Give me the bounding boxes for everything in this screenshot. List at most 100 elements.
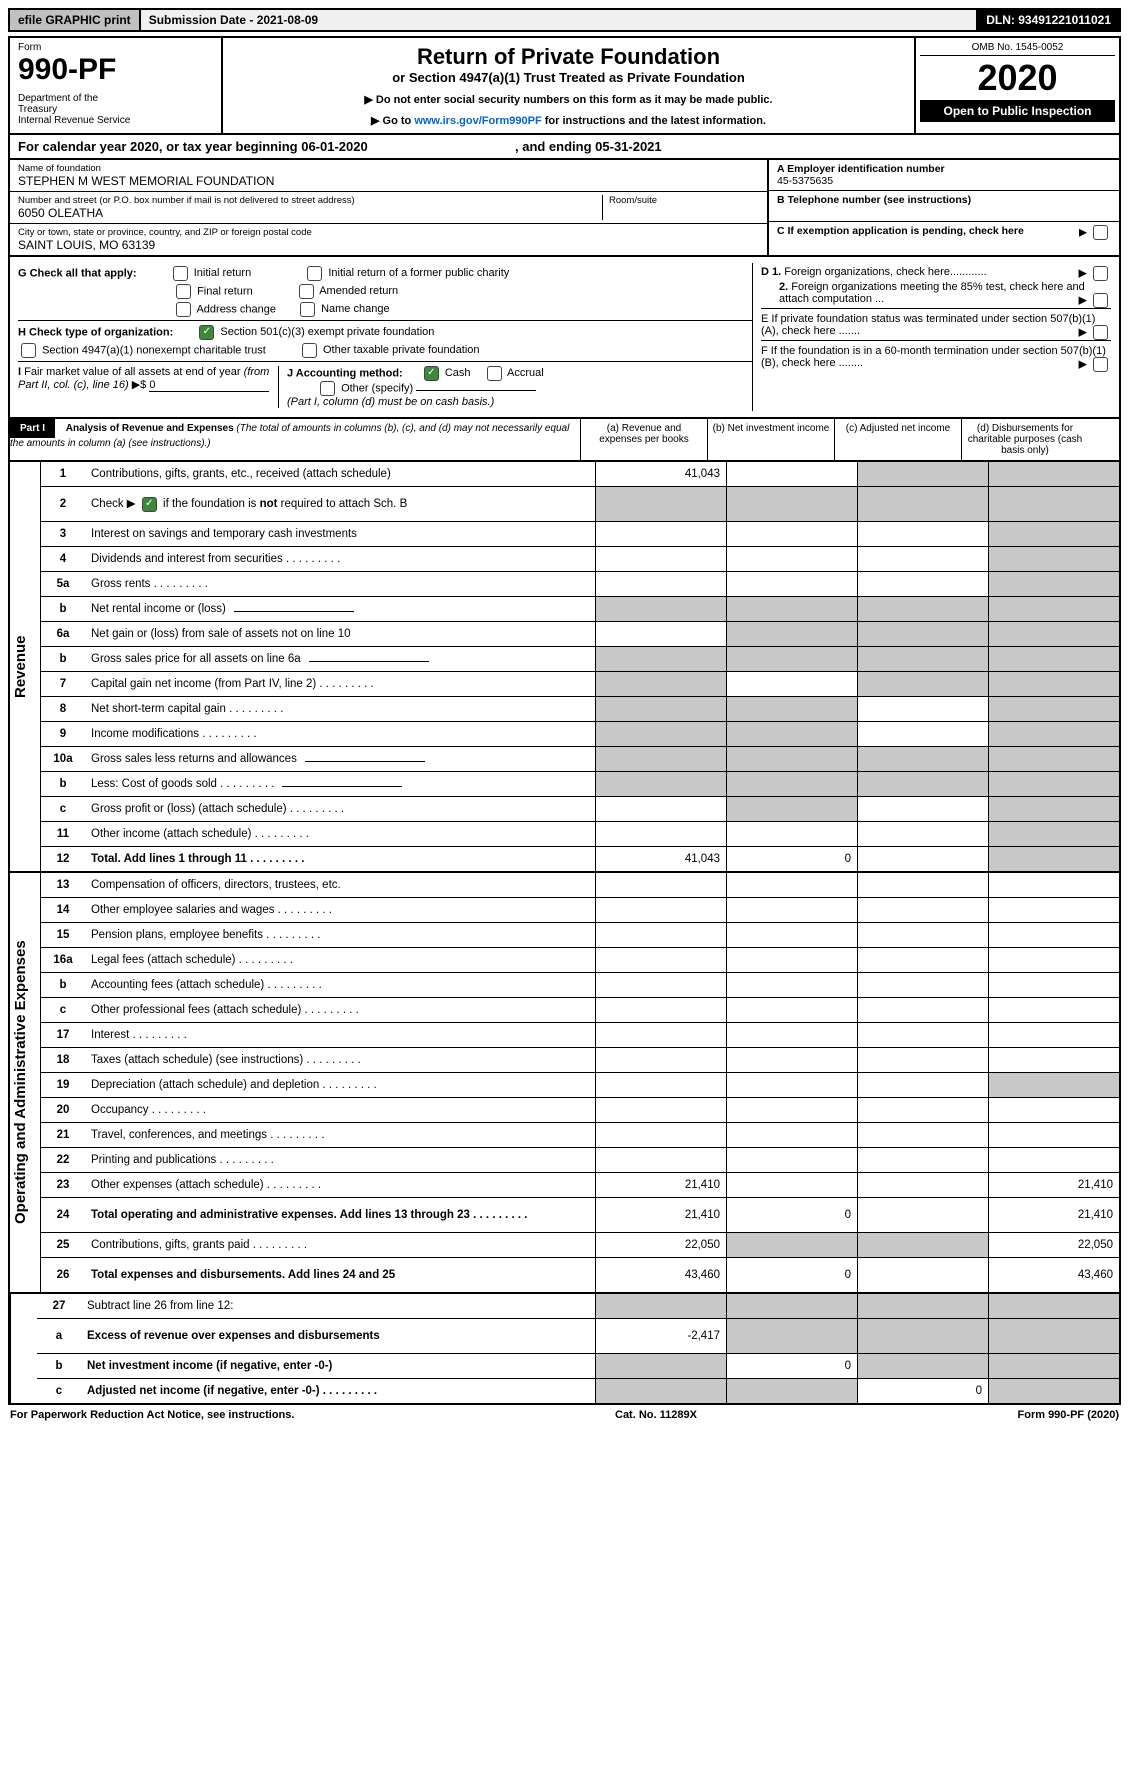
amount-cell <box>857 1098 988 1122</box>
table-row: bLess: Cost of goods sold . . . . . . . … <box>41 772 1119 797</box>
cb-cash[interactable] <box>424 366 439 381</box>
line-number: 27 <box>37 1298 81 1314</box>
cb-other-method[interactable] <box>320 381 335 396</box>
line-desc: Other employee salaries and wages . . . … <box>85 902 595 918</box>
amount-cell <box>595 1098 726 1122</box>
ein-label: A Employer identification number <box>777 163 1111 175</box>
line-number: 5a <box>41 576 85 592</box>
line-number: b <box>41 601 85 617</box>
cb-other-tax[interactable] <box>302 343 317 358</box>
amount-cell: 0 <box>726 1258 857 1292</box>
amount-cell: 22,050 <box>988 1233 1119 1257</box>
part1-header-row: Part I Analysis of Revenue and Expenses … <box>8 419 1121 462</box>
amount-cell <box>595 572 726 596</box>
cb-initial-former[interactable] <box>307 266 322 281</box>
amount-cell <box>857 1148 988 1172</box>
table-row: 13Compensation of officers, directors, t… <box>41 873 1119 898</box>
amount-cell <box>988 1023 1119 1047</box>
amount-cell <box>726 1173 857 1197</box>
cb-accrual[interactable] <box>487 366 502 381</box>
line-number: c <box>41 801 85 817</box>
col-c-header: (c) Adjusted net income <box>834 419 961 460</box>
amount-cell <box>857 1173 988 1197</box>
line-desc: Other income (attach schedule) . . . . .… <box>85 826 595 842</box>
amount-cell <box>726 622 857 646</box>
amount-cell: 21,410 <box>988 1173 1119 1197</box>
cb-d1[interactable] <box>1093 266 1108 281</box>
cb-f[interactable] <box>1093 357 1108 372</box>
amount-cell <box>988 898 1119 922</box>
line-desc: Gross rents . . . . . . . . . <box>85 576 595 592</box>
line-desc: Subtract line 26 from line 12: <box>81 1298 595 1314</box>
amount-cell <box>857 672 988 696</box>
table-row: 14Other employee salaries and wages . . … <box>41 898 1119 923</box>
h-label: H Check type of organization: <box>18 326 173 338</box>
calendar-year-row: For calendar year 2020, or tax year begi… <box>8 135 1121 160</box>
amount-cell <box>857 1048 988 1072</box>
table-row: 18Taxes (attach schedule) (see instructi… <box>41 1048 1119 1073</box>
city-label: City or town, state or province, country… <box>18 227 759 238</box>
instr-1: ▶ Do not enter social security numbers o… <box>229 93 908 106</box>
line-desc: Net rental income or (loss) <box>85 601 595 617</box>
amount-cell <box>988 973 1119 997</box>
line-number: 23 <box>41 1177 85 1193</box>
footer-mid: Cat. No. 11289X <box>615 1409 697 1421</box>
top-bar: efile GRAPHIC print Submission Date - 20… <box>8 8 1121 32</box>
line-number: 17 <box>41 1027 85 1043</box>
amount-cell <box>595 622 726 646</box>
line-desc: Check ▶ if the foundation is not require… <box>85 494 595 513</box>
line-number: 2 <box>41 496 85 512</box>
line-number: 25 <box>41 1237 85 1253</box>
cb-e[interactable] <box>1093 325 1108 340</box>
instr-2: ▶ Go to www.irs.gov/Form990PF for instru… <box>229 114 908 127</box>
cb-final[interactable] <box>176 284 191 299</box>
amount-cell <box>857 1198 988 1232</box>
cb-address[interactable] <box>176 302 191 317</box>
amount-cell <box>726 462 857 486</box>
amount-cell: 0 <box>857 1379 988 1403</box>
amount-cell <box>726 797 857 821</box>
line-number: 15 <box>41 927 85 943</box>
amount-cell <box>988 462 1119 486</box>
line-desc: Other professional fees (attach schedule… <box>85 1002 595 1018</box>
cb-d2[interactable] <box>1093 293 1108 308</box>
expenses-table: Operating and Administrative Expenses 13… <box>8 873 1121 1294</box>
table-row: 9Income modifications . . . . . . . . . <box>41 722 1119 747</box>
cb-name[interactable] <box>300 302 315 317</box>
amount-cell: 21,410 <box>595 1173 726 1197</box>
line-desc: Contributions, gifts, grants paid . . . … <box>85 1237 595 1253</box>
amount-cell <box>595 948 726 972</box>
line-desc: Other expenses (attach schedule) . . . .… <box>85 1177 595 1193</box>
amount-cell: 41,043 <box>595 847 726 871</box>
cb-4947[interactable] <box>21 343 36 358</box>
amount-cell <box>857 1354 988 1378</box>
amount-cell <box>857 973 988 997</box>
line-number: 3 <box>41 526 85 542</box>
line-number: 26 <box>41 1267 85 1283</box>
col-b-header: (b) Net investment income <box>707 419 834 460</box>
amount-cell: 0 <box>726 1198 857 1232</box>
form-subtitle: or Section 4947(a)(1) Trust Treated as P… <box>229 70 908 85</box>
amount-cell <box>726 547 857 571</box>
amount-cell <box>595 797 726 821</box>
amount-cell <box>988 1379 1119 1403</box>
amount-cell <box>988 1319 1119 1353</box>
dln: DLN: 93491221011021 <box>978 10 1119 30</box>
cb-501c3[interactable] <box>199 325 214 340</box>
irs-link[interactable]: www.irs.gov/Form990PF <box>414 115 541 127</box>
amount-cell <box>726 1073 857 1097</box>
submission-date: Submission Date - 2021-08-09 <box>141 10 979 30</box>
amount-cell <box>595 923 726 947</box>
addr-label: Number and street (or P.O. box number if… <box>18 195 602 206</box>
cb-initial[interactable] <box>173 266 188 281</box>
checkbox-c[interactable] <box>1093 225 1108 240</box>
line-desc: Contributions, gifts, grants, etc., rece… <box>85 466 595 482</box>
amount-cell <box>988 1354 1119 1378</box>
amount-cell <box>726 1379 857 1403</box>
amount-cell <box>595 547 726 571</box>
line-desc: Printing and publications . . . . . . . … <box>85 1152 595 1168</box>
line-number: 1 <box>41 466 85 482</box>
amount-cell <box>595 1379 726 1403</box>
cb-amended[interactable] <box>299 284 314 299</box>
col-d-header: (d) Disbursements for charitable purpose… <box>961 419 1088 460</box>
